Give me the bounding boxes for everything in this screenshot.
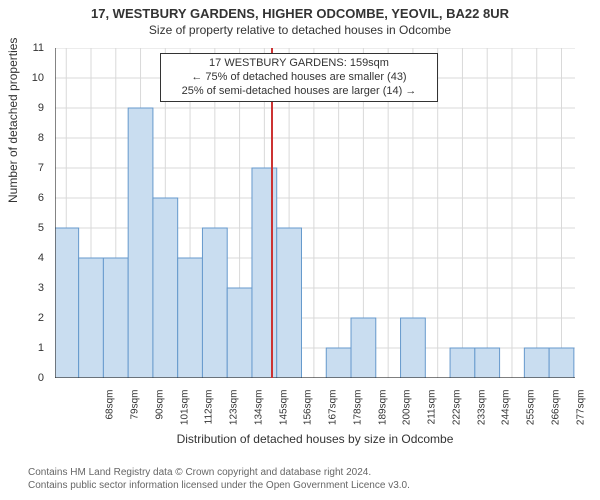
bar xyxy=(524,348,549,378)
bar xyxy=(277,228,302,378)
x-tick: 145sqm xyxy=(278,390,289,438)
x-tick: 90sqm xyxy=(154,390,165,438)
y-tick: 7 xyxy=(38,162,44,174)
bar xyxy=(79,258,104,378)
annotation-line3: 25% of semi-detached houses are larger (… xyxy=(169,85,429,99)
x-tick: 112sqm xyxy=(204,390,215,438)
y-tick: 8 xyxy=(38,132,44,144)
x-tick: 178sqm xyxy=(352,390,363,438)
x-tick: 200sqm xyxy=(402,390,413,438)
x-tick: 266sqm xyxy=(550,390,561,438)
y-tick: 3 xyxy=(38,282,44,294)
x-tick: 68sqm xyxy=(105,390,116,438)
bar xyxy=(178,258,203,378)
bar xyxy=(351,318,376,378)
x-tick: 156sqm xyxy=(303,390,314,438)
x-tick-labels: 68sqm79sqm90sqm101sqm112sqm123sqm134sqm1… xyxy=(55,380,575,432)
bar xyxy=(475,348,500,378)
chart-title: 17, WESTBURY GARDENS, HIGHER ODCOMBE, YE… xyxy=(0,0,600,21)
x-tick: 222sqm xyxy=(451,390,462,438)
bar xyxy=(128,108,153,378)
plot-area: 17 WESTBURY GARDENS: 159sqm ← 75% of det… xyxy=(55,48,575,378)
x-tick: 167sqm xyxy=(328,390,339,438)
bar xyxy=(450,348,475,378)
bar xyxy=(202,228,227,378)
x-tick: 134sqm xyxy=(253,390,264,438)
y-tick: 6 xyxy=(38,192,44,204)
y-tick-labels: 01234567891011 xyxy=(0,48,50,378)
footer: Contains HM Land Registry data © Crown c… xyxy=(28,466,410,492)
x-tick: 233sqm xyxy=(476,390,487,438)
footer-line2: Contains public sector information licen… xyxy=(28,479,410,492)
bar xyxy=(55,228,79,378)
x-tick: 244sqm xyxy=(501,390,512,438)
footer-line1: Contains HM Land Registry data © Crown c… xyxy=(28,466,410,479)
x-tick: 255sqm xyxy=(526,390,537,438)
y-tick: 5 xyxy=(38,222,44,234)
bar xyxy=(103,258,128,378)
y-tick: 0 xyxy=(38,372,44,384)
bar xyxy=(326,348,351,378)
y-tick: 4 xyxy=(38,252,44,264)
y-tick: 11 xyxy=(33,42,44,54)
annotation-box: 17 WESTBURY GARDENS: 159sqm ← 75% of det… xyxy=(160,53,438,102)
y-tick: 10 xyxy=(32,72,44,84)
x-axis-label: Distribution of detached houses by size … xyxy=(55,432,575,446)
y-tick: 9 xyxy=(38,102,44,114)
bar xyxy=(153,198,178,378)
bar xyxy=(227,288,252,378)
chart-subtitle: Size of property relative to detached ho… xyxy=(0,21,600,37)
y-tick: 2 xyxy=(38,312,44,324)
x-tick: 101sqm xyxy=(179,390,190,438)
x-tick: 211sqm xyxy=(427,390,438,438)
x-tick: 123sqm xyxy=(229,390,240,438)
bar xyxy=(401,318,426,378)
x-tick: 189sqm xyxy=(377,390,388,438)
x-tick: 277sqm xyxy=(575,390,586,438)
bar xyxy=(549,348,574,378)
y-tick: 1 xyxy=(38,342,44,354)
annotation-line1: 17 WESTBURY GARDENS: 159sqm xyxy=(169,57,429,71)
x-tick: 79sqm xyxy=(130,390,141,438)
annotation-line2: ← 75% of detached houses are smaller (43… xyxy=(169,71,429,85)
